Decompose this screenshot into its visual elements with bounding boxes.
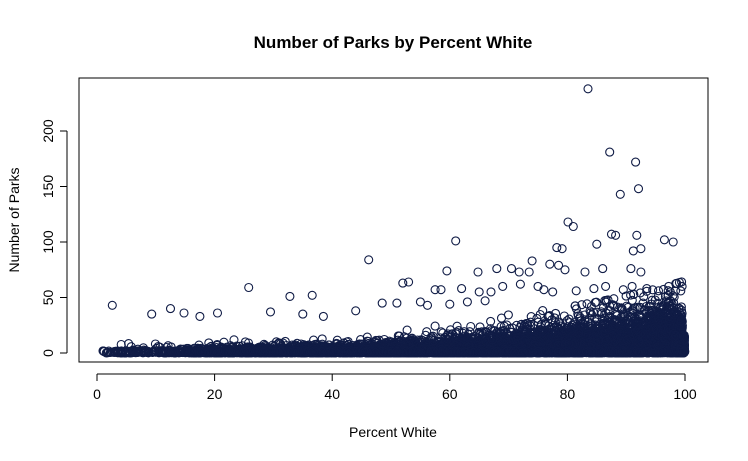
y-axis: 0 50 100 150 200 [40, 119, 68, 357]
x-axis: 0 20 40 60 80 100 [93, 373, 697, 402]
x-tick-label: 80 [560, 386, 576, 402]
y-tick-label: 0 [40, 349, 56, 357]
y-tick-label: 150 [40, 175, 56, 199]
x-tick-label: 40 [324, 386, 340, 402]
data-point [466, 321, 476, 332]
data-points [98, 84, 690, 358]
plot-frame [78, 77, 709, 363]
x-tick-label: 60 [442, 386, 458, 402]
x-tick-label: 20 [207, 386, 223, 402]
x-tick-label: 100 [673, 386, 697, 402]
chart-title: Number of Parks by Percent White [254, 33, 533, 52]
y-tick-label: 200 [40, 119, 56, 143]
y-tick-label: 100 [40, 230, 56, 254]
y-tick-label: 50 [40, 290, 56, 306]
data-point [402, 325, 412, 335]
x-tick-label: 0 [93, 386, 101, 402]
data-point [676, 286, 686, 296]
data-point [486, 316, 496, 326]
